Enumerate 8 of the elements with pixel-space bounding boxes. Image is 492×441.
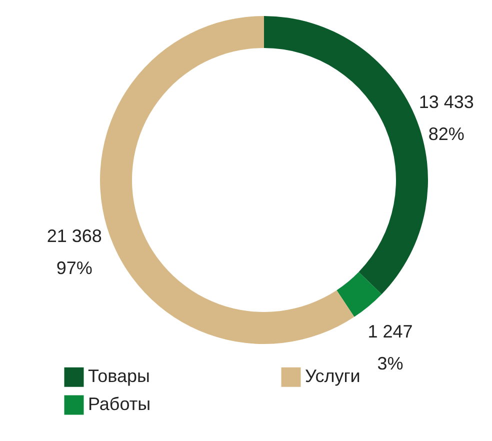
legend-label: Услуги (305, 366, 360, 386)
donut-slice (100, 16, 354, 344)
data-label: 21 368 97% (46, 226, 102, 278)
legend-label: Работы (88, 394, 151, 414)
data-label: 13 433 82% (418, 92, 474, 144)
data-label: 1 247 3% (368, 322, 413, 374)
donut-slice (336, 272, 382, 317)
legend-label: Товары (88, 366, 150, 386)
